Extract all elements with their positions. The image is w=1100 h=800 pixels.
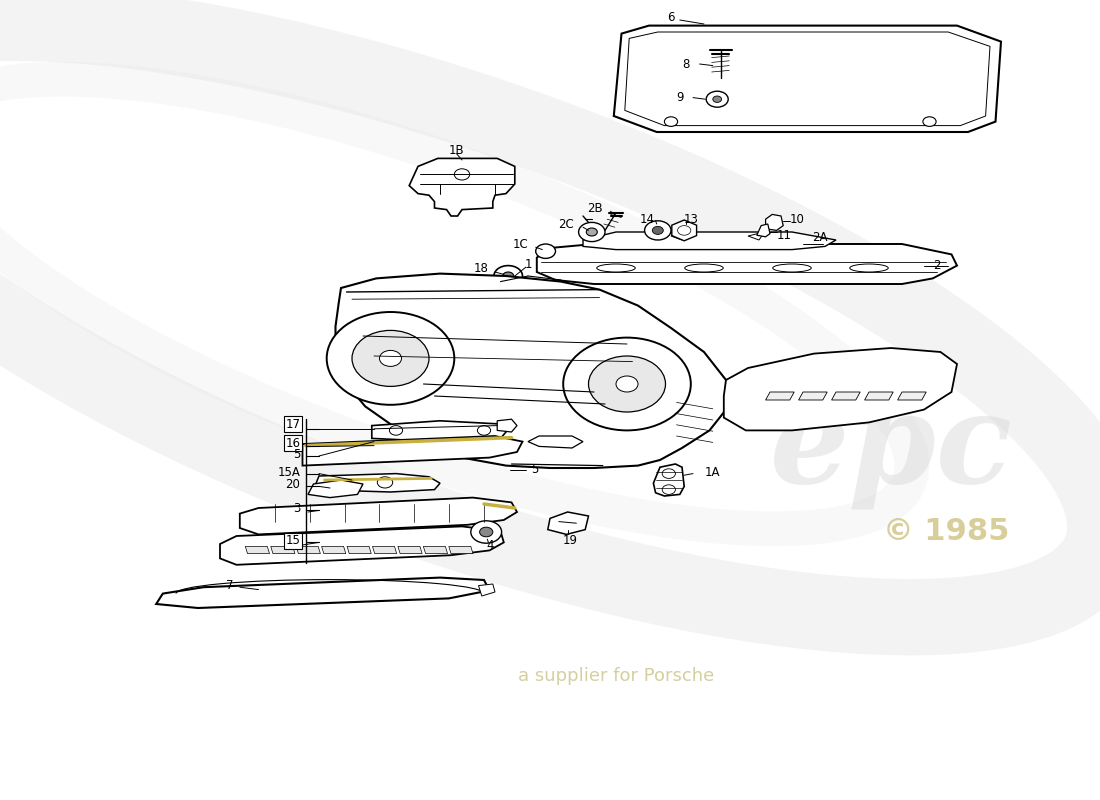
- Text: 17: 17: [285, 418, 300, 430]
- Text: epc: epc: [770, 387, 1012, 509]
- Polygon shape: [832, 392, 860, 400]
- Text: 9: 9: [676, 91, 684, 104]
- Text: 2B: 2B: [587, 202, 603, 214]
- Polygon shape: [240, 498, 517, 534]
- Circle shape: [652, 226, 663, 234]
- Text: 13: 13: [683, 213, 698, 226]
- Circle shape: [494, 266, 522, 286]
- Polygon shape: [865, 392, 893, 400]
- Circle shape: [579, 222, 605, 242]
- Text: 19: 19: [562, 534, 578, 546]
- Text: 1B: 1B: [449, 144, 464, 157]
- Ellipse shape: [772, 264, 812, 272]
- Text: 10: 10: [790, 213, 805, 226]
- Circle shape: [471, 521, 502, 543]
- Text: 7: 7: [226, 579, 233, 592]
- Text: © 1985: © 1985: [883, 518, 1009, 546]
- Circle shape: [536, 244, 556, 258]
- Text: 8: 8: [682, 58, 690, 70]
- Polygon shape: [409, 158, 515, 216]
- Polygon shape: [766, 392, 794, 400]
- Polygon shape: [449, 546, 473, 554]
- Circle shape: [588, 356, 666, 412]
- Polygon shape: [296, 546, 320, 554]
- Circle shape: [662, 485, 675, 494]
- Circle shape: [664, 117, 678, 126]
- Polygon shape: [583, 232, 836, 250]
- Polygon shape: [724, 348, 957, 430]
- Polygon shape: [497, 419, 517, 432]
- Polygon shape: [537, 244, 957, 284]
- Circle shape: [923, 117, 936, 126]
- Text: 11: 11: [777, 229, 792, 242]
- Circle shape: [389, 426, 403, 435]
- Polygon shape: [373, 546, 397, 554]
- Polygon shape: [478, 584, 495, 596]
- Circle shape: [327, 312, 454, 405]
- Circle shape: [662, 469, 675, 478]
- Text: 20: 20: [285, 478, 300, 491]
- Circle shape: [454, 169, 470, 180]
- Text: 5: 5: [531, 463, 538, 476]
- Polygon shape: [314, 474, 440, 492]
- Text: 3: 3: [293, 502, 300, 515]
- Polygon shape: [372, 421, 506, 442]
- Circle shape: [377, 477, 393, 488]
- Text: 2C: 2C: [559, 218, 574, 230]
- Circle shape: [379, 350, 401, 366]
- Polygon shape: [799, 392, 827, 400]
- Text: 18: 18: [473, 262, 488, 274]
- Polygon shape: [321, 546, 345, 554]
- Text: 2: 2: [933, 259, 940, 272]
- Text: 16: 16: [285, 437, 300, 450]
- Text: 5: 5: [293, 448, 300, 461]
- Text: 1: 1: [525, 258, 531, 270]
- Polygon shape: [348, 546, 372, 554]
- Ellipse shape: [684, 264, 724, 272]
- Circle shape: [678, 226, 691, 235]
- Polygon shape: [302, 436, 522, 466]
- Polygon shape: [672, 220, 696, 241]
- Text: 1C: 1C: [513, 238, 528, 250]
- Polygon shape: [245, 546, 270, 554]
- Polygon shape: [653, 464, 684, 496]
- Polygon shape: [398, 546, 422, 554]
- Circle shape: [352, 330, 429, 386]
- Ellipse shape: [597, 264, 636, 272]
- Circle shape: [563, 338, 691, 430]
- Text: 4: 4: [487, 539, 494, 552]
- Polygon shape: [528, 436, 583, 448]
- Circle shape: [706, 91, 728, 107]
- Polygon shape: [898, 392, 926, 400]
- Text: 15A: 15A: [277, 466, 300, 478]
- Polygon shape: [548, 512, 588, 534]
- Text: a supplier for Porsche: a supplier for Porsche: [518, 667, 714, 685]
- Polygon shape: [671, 232, 688, 240]
- Circle shape: [480, 527, 493, 537]
- Polygon shape: [271, 546, 295, 554]
- Text: 14: 14: [639, 213, 654, 226]
- Text: 2A: 2A: [812, 231, 827, 244]
- Circle shape: [645, 221, 671, 240]
- Circle shape: [713, 96, 722, 102]
- Ellipse shape: [849, 264, 889, 272]
- Polygon shape: [308, 480, 363, 498]
- Text: 1A: 1A: [705, 466, 720, 478]
- Circle shape: [586, 228, 597, 236]
- Text: 6: 6: [668, 11, 674, 24]
- Polygon shape: [336, 274, 726, 468]
- Polygon shape: [757, 224, 770, 237]
- Polygon shape: [156, 578, 490, 608]
- Text: 15: 15: [285, 534, 300, 547]
- Polygon shape: [748, 232, 764, 240]
- Polygon shape: [766, 214, 783, 230]
- Polygon shape: [424, 546, 448, 554]
- Circle shape: [477, 426, 491, 435]
- Polygon shape: [220, 526, 504, 565]
- Circle shape: [503, 272, 514, 280]
- Circle shape: [616, 376, 638, 392]
